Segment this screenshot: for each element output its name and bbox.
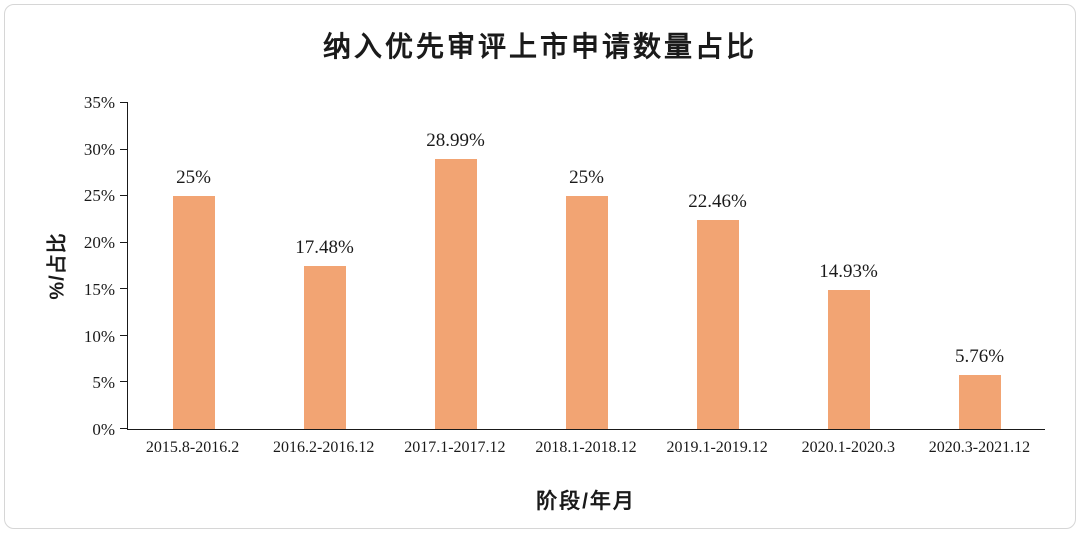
y-tick-label: 5%	[92, 373, 115, 393]
y-tick-label: 10%	[83, 326, 115, 346]
bar-group: 25%	[128, 103, 259, 429]
y-tick-mark	[120, 195, 128, 197]
y-tick-mark	[120, 241, 128, 243]
y-tick-label: 35%	[83, 93, 115, 112]
y-tick-label: 30%	[83, 139, 115, 159]
y-tick-mark	[120, 381, 128, 383]
y-tick-mark	[120, 148, 128, 150]
bar	[565, 196, 608, 429]
bar-value-label: 14.93%	[819, 260, 878, 282]
y-tick-mark	[120, 428, 128, 429]
bar-value-label: 25%	[176, 167, 211, 189]
bar-value-label: 28.99%	[426, 129, 485, 151]
bar	[303, 266, 346, 429]
bar-group: 17.48%	[259, 103, 390, 429]
y-tick-mark	[120, 334, 128, 336]
plot-area: 25% 17.48% 28.99% 25% 22.46% 14.93% 5.76%	[120, 102, 1045, 430]
x-axis-ticks: 2015.8-2016.2 2016.2-2016.12 2017.1-2017.1…	[127, 439, 1045, 457]
y-tick-label: 15%	[83, 279, 115, 299]
chart-frame: 纳入优先审评上市申请数量占比 %/占比 0% 5% 10% 15% 20% 25% 30% 3…	[4, 4, 1076, 529]
x-axis-title: 阶段/年月	[536, 490, 636, 513]
bar-group: 25%	[521, 103, 652, 429]
bar	[172, 196, 215, 429]
chart-title: 纳入优先审评上市申请数量占比	[322, 31, 757, 62]
x-tick-label: 2016.2-2016.12	[273, 439, 375, 456]
y-axis-ticks: 0% 5% 10% 15% 20% 25% 30% 35%	[57, 93, 115, 439]
x-tick-label: 2020.3-2021.12	[928, 439, 1031, 456]
x-tick-label: 2018.1-2018.12	[535, 439, 637, 456]
bar-value-label: 5.76%	[954, 346, 1005, 368]
bar	[827, 289, 870, 429]
x-tick-label: 2015.8-2016.2	[145, 439, 240, 456]
bar-group: 14.93%	[783, 103, 914, 429]
bar	[958, 375, 1001, 429]
bar-group: 22.46%	[652, 103, 783, 429]
bars: 25% 17.48% 28.99% 25% 22.46% 14.93% 5.76%	[128, 103, 1045, 429]
bar	[696, 219, 739, 429]
bar-group: 28.99%	[390, 103, 521, 429]
bar-group: 5.76%	[914, 103, 1045, 429]
y-tick-label: 0%	[92, 420, 115, 439]
y-tick-label: 25%	[83, 186, 115, 206]
y-tick-label: 20%	[83, 233, 115, 253]
y-tick-mark	[120, 102, 128, 103]
x-tick-label: 2020.1-2020.3	[801, 439, 895, 456]
bar-value-label: 17.48%	[295, 237, 354, 259]
y-tick-mark	[120, 288, 128, 290]
bar-value-label: 22.46%	[688, 190, 747, 212]
x-tick-label: 2019.1-2019.12	[666, 439, 768, 456]
bar-value-label: 25%	[569, 167, 604, 189]
x-tick-label: 2017.1-2017.12	[404, 439, 506, 456]
bar	[434, 158, 477, 429]
